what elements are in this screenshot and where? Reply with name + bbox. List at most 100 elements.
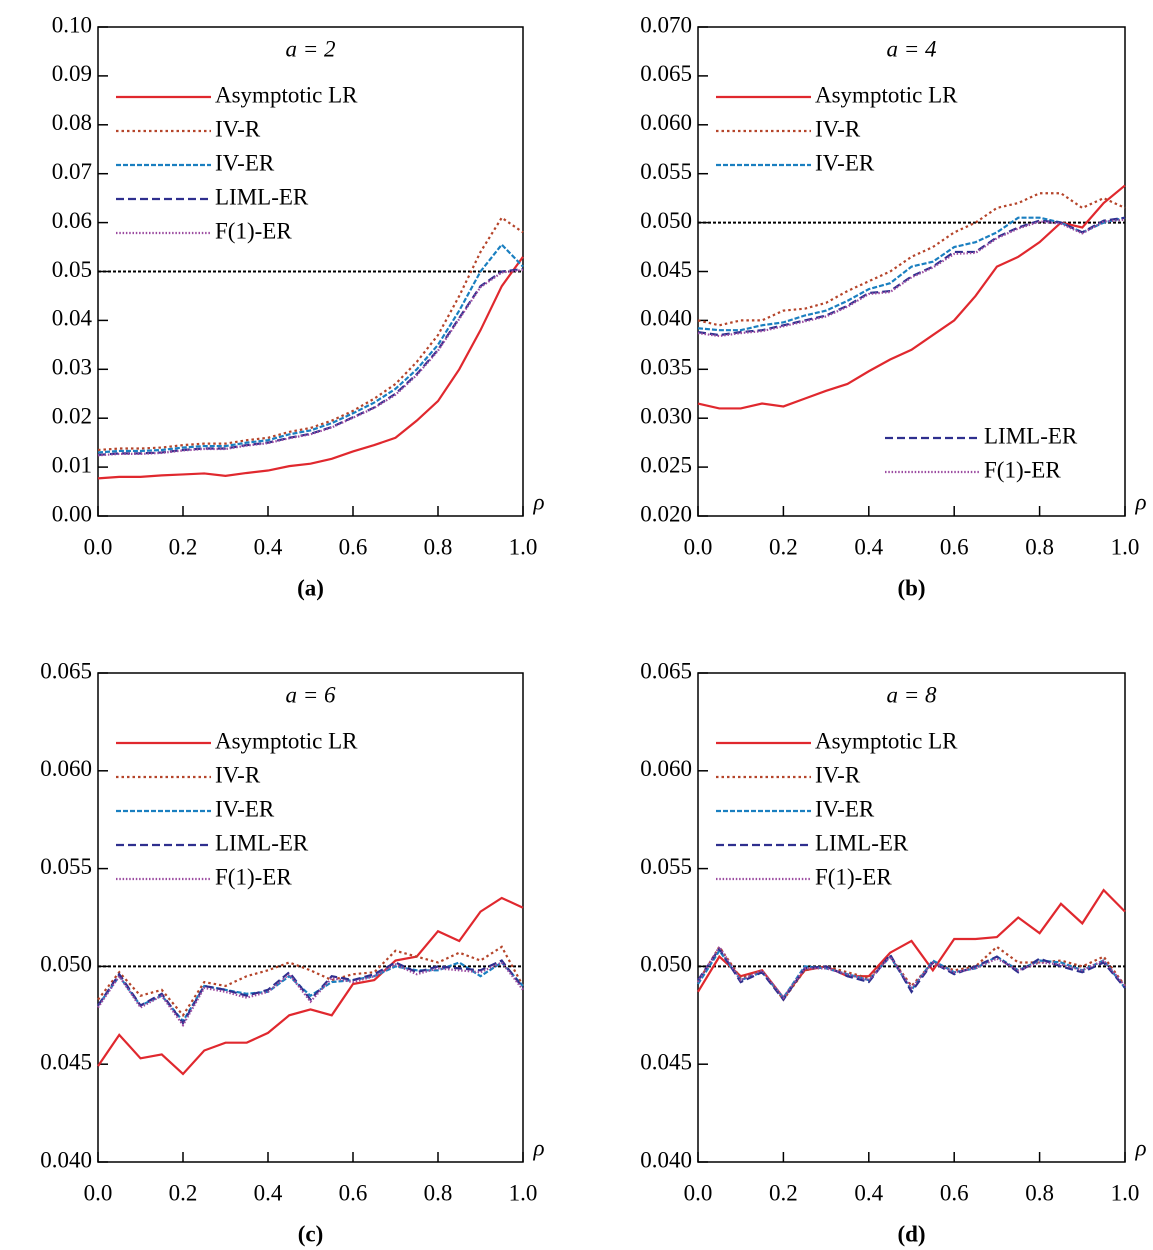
y-tick-label: 0.060 — [640, 756, 692, 781]
x-tick-label: 0.4 — [254, 1180, 283, 1205]
legend-label: F(1)-ER — [984, 457, 1061, 482]
y-tick-label: 0.055 — [640, 159, 692, 184]
series-line — [97, 256, 524, 480]
y-tick-label: 0.065 — [640, 61, 692, 86]
x-tick-label: 0.6 — [339, 1180, 368, 1205]
y-tick-label: 0.065 — [40, 658, 92, 683]
x-tick-label: 0.2 — [769, 1180, 798, 1205]
x-tick-label: 0.6 — [940, 1180, 969, 1205]
x-axis-label: ρ — [1134, 489, 1146, 514]
series-line — [697, 218, 1126, 338]
x-tick-label: 1.0 — [509, 534, 538, 559]
legend-label: IV-ER — [215, 150, 275, 175]
plot-frame — [97, 672, 524, 1163]
series-line — [97, 216, 524, 452]
subtitle: a = 8 — [886, 682, 937, 707]
series-line — [97, 959, 524, 1026]
caption: (d) — [897, 1221, 925, 1246]
y-tick-label: 0.040 — [640, 1147, 692, 1172]
series-line — [97, 242, 524, 454]
y-tick-label: 0.00 — [52, 501, 92, 526]
y-tick-label: 0.07 — [52, 159, 92, 184]
x-tick-label: 0.8 — [1025, 534, 1054, 559]
y-tick-label: 0.040 — [640, 306, 692, 331]
y-tick-label: 0.01 — [52, 452, 92, 477]
y-tick-label: 0.030 — [640, 403, 692, 428]
series-line — [697, 216, 1126, 332]
plot-frame — [697, 672, 1126, 1163]
legend-label: F(1)-ER — [215, 864, 292, 889]
x-tick-label: 1.0 — [1111, 1180, 1140, 1205]
legend-label: LIML-ER — [815, 830, 909, 855]
series-line — [697, 216, 1126, 337]
y-tick-label: 0.040 — [40, 1147, 92, 1172]
y-tick-label: 0.050 — [640, 952, 692, 977]
legend-label: Asymptotic LR — [215, 728, 358, 753]
x-tick-label: 0.8 — [424, 534, 453, 559]
legend-label: Asymptotic LR — [215, 82, 358, 107]
x-tick-label: 0.6 — [940, 534, 969, 559]
legend-label: IV-R — [215, 762, 261, 787]
y-tick-label: 0.04 — [52, 306, 93, 331]
legend-label: LIML-ER — [215, 184, 309, 209]
y-tick-label: 0.060 — [40, 756, 92, 781]
subtitle: a = 2 — [285, 36, 335, 61]
x-axis-label: ρ — [1134, 1135, 1146, 1160]
y-tick-label: 0.060 — [640, 110, 692, 135]
y-tick-label: 0.070 — [640, 12, 692, 37]
legend-label: Asymptotic LR — [815, 82, 958, 107]
y-tick-label: 0.050 — [640, 208, 692, 233]
x-tick-label: 0.0 — [684, 534, 713, 559]
x-tick-label: 0.4 — [854, 534, 883, 559]
y-tick-label: 0.055 — [40, 854, 92, 879]
x-tick-label: 0.2 — [769, 534, 798, 559]
x-tick-label: 0.6 — [339, 534, 368, 559]
y-tick-label: 0.050 — [40, 952, 92, 977]
legend-label: LIML-ER — [215, 830, 309, 855]
legend-label: F(1)-ER — [215, 218, 292, 243]
x-tick-label: 0.2 — [169, 1180, 198, 1205]
legend-label: Asymptotic LR — [815, 728, 958, 753]
y-tick-label: 0.045 — [640, 257, 692, 282]
series-line — [97, 945, 524, 1018]
x-tick-label: 0.2 — [169, 534, 198, 559]
y-tick-label: 0.020 — [640, 501, 692, 526]
subtitle: a = 6 — [285, 682, 336, 707]
x-tick-label: 0.8 — [1025, 1180, 1054, 1205]
x-axis-label: ρ — [532, 1135, 544, 1160]
series-line — [97, 961, 524, 1028]
y-tick-label: 0.09 — [52, 61, 92, 86]
x-tick-label: 0.0 — [84, 534, 113, 559]
legend-label: IV-ER — [815, 150, 875, 175]
series-line — [697, 946, 1126, 1002]
subtitle: a = 4 — [886, 36, 936, 61]
y-tick-label: 0.02 — [52, 403, 92, 428]
y-tick-label: 0.035 — [640, 355, 692, 380]
x-tick-label: 0.4 — [254, 534, 283, 559]
caption: (b) — [897, 575, 925, 600]
y-tick-label: 0.055 — [640, 854, 692, 879]
series-line — [97, 896, 524, 1076]
x-tick-label: 0.8 — [424, 1180, 453, 1205]
series-line — [697, 184, 1126, 410]
y-tick-label: 0.03 — [52, 355, 92, 380]
series-line — [697, 888, 1126, 1000]
caption: (a) — [297, 575, 324, 600]
x-tick-label: 0.0 — [684, 1180, 713, 1205]
legend-label: LIML-ER — [984, 423, 1078, 448]
legend-label: IV-ER — [215, 796, 275, 821]
x-axis-label: ρ — [532, 489, 544, 514]
y-tick-label: 0.06 — [52, 208, 92, 233]
x-tick-label: 0.0 — [84, 1180, 113, 1205]
series-line — [697, 192, 1126, 327]
legend-label: IV-R — [815, 762, 861, 787]
y-tick-label: 0.10 — [52, 12, 92, 37]
caption: (c) — [298, 1221, 324, 1246]
y-tick-label: 0.025 — [640, 452, 692, 477]
x-tick-label: 1.0 — [1111, 534, 1140, 559]
x-tick-label: 1.0 — [509, 1180, 538, 1205]
legend-label: IV-R — [215, 116, 261, 141]
y-tick-label: 0.045 — [40, 1049, 92, 1074]
